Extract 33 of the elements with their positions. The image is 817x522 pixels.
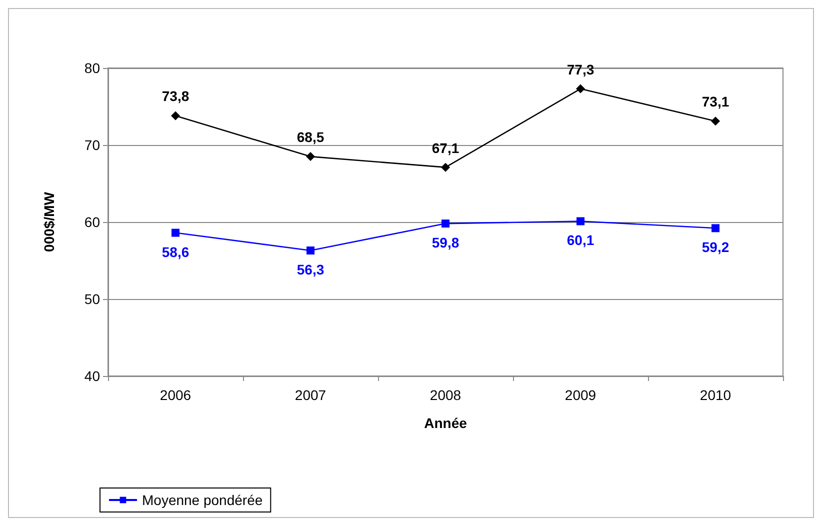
y-axis-title: 000$/MW: [41, 191, 57, 252]
y-tick-label: 80: [84, 60, 100, 76]
point: [306, 246, 314, 254]
point: [576, 217, 584, 226]
x-tick-label: 2010: [700, 387, 732, 403]
y-tick-label: 60: [84, 214, 100, 230]
y-tick-label: 40: [84, 368, 100, 384]
data-label: 56,3: [296, 261, 324, 278]
data-label: 58,6: [162, 244, 190, 260]
x-tick-label: 2006: [160, 387, 192, 403]
x-tick-label: 2009: [564, 387, 596, 403]
data-label: 59,2: [702, 239, 730, 256]
data-label: 67,1: [432, 140, 460, 156]
point: [576, 84, 585, 94]
point: [711, 116, 720, 126]
point: [172, 228, 180, 237]
x-tick-label: 2007: [294, 387, 326, 403]
data-label: 73,8: [162, 88, 190, 104]
x-tick-label: 2008: [430, 387, 462, 403]
legend-label: Moyenne pondérée: [142, 492, 263, 508]
point: [442, 220, 450, 228]
data-label: 77,3: [566, 61, 594, 78]
y-tick-label: 50: [84, 291, 100, 307]
x-axis-title: Année: [424, 415, 468, 431]
point: [171, 111, 180, 120]
point: [712, 224, 720, 232]
data-label: 68,5: [296, 129, 324, 146]
point: [441, 162, 450, 172]
y-tick-label: 70: [84, 137, 100, 153]
data-label: 73,1: [702, 94, 730, 110]
data-label: 60,1: [566, 232, 594, 248]
data-label: 59,8: [432, 234, 460, 251]
point: [306, 152, 315, 162]
